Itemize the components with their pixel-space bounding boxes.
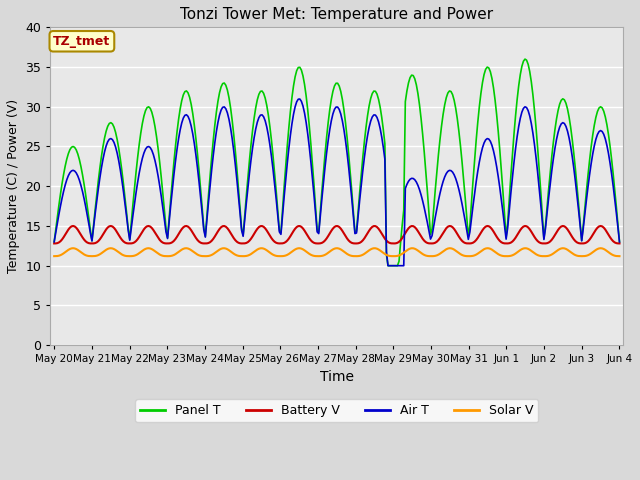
Panel T xyxy=(588,144,595,150)
Battery V xyxy=(586,237,593,242)
Panel T xyxy=(237,225,245,231)
Line: Air T: Air T xyxy=(54,99,620,266)
Panel T xyxy=(51,239,58,245)
Panel T xyxy=(616,239,623,245)
Battery V xyxy=(121,240,129,245)
Line: Panel T: Panel T xyxy=(54,59,620,266)
Panel T xyxy=(521,56,529,62)
Air T xyxy=(51,239,58,245)
Battery V xyxy=(299,226,307,231)
Solar V xyxy=(249,250,257,256)
Air T xyxy=(588,161,595,167)
Legend: Panel T, Battery V, Air T, Solar V: Panel T, Battery V, Air T, Solar V xyxy=(136,399,538,422)
Air T xyxy=(299,103,307,109)
Battery V xyxy=(51,240,58,246)
Solar V xyxy=(299,246,307,252)
Text: TZ_tmet: TZ_tmet xyxy=(53,35,111,48)
Panel T xyxy=(298,67,305,73)
Solar V xyxy=(239,253,247,259)
Air T xyxy=(219,105,227,110)
Air T xyxy=(237,227,245,233)
Air T xyxy=(384,263,392,269)
Air T xyxy=(296,96,303,102)
Solar V xyxy=(121,253,129,259)
Title: Tonzi Tower Met: Temperature and Power: Tonzi Tower Met: Temperature and Power xyxy=(180,7,493,22)
Solar V xyxy=(616,253,623,259)
Air T xyxy=(616,239,623,245)
Line: Solar V: Solar V xyxy=(54,248,620,256)
Air T xyxy=(247,157,255,163)
Battery V xyxy=(616,240,623,246)
Solar V xyxy=(220,245,228,251)
Line: Battery V: Battery V xyxy=(54,226,620,243)
Solar V xyxy=(586,252,593,257)
Battery V xyxy=(249,233,257,239)
Panel T xyxy=(120,181,127,187)
Battery V xyxy=(69,223,77,229)
Panel T xyxy=(219,81,227,86)
Panel T xyxy=(384,263,392,269)
Air T xyxy=(120,189,127,194)
Panel T xyxy=(247,142,255,147)
Y-axis label: Temperature (C) / Power (V): Temperature (C) / Power (V) xyxy=(7,99,20,273)
Solar V xyxy=(51,253,58,259)
X-axis label: Time: Time xyxy=(320,370,354,384)
Battery V xyxy=(220,223,228,229)
Battery V xyxy=(239,240,247,246)
Solar V xyxy=(69,245,77,251)
